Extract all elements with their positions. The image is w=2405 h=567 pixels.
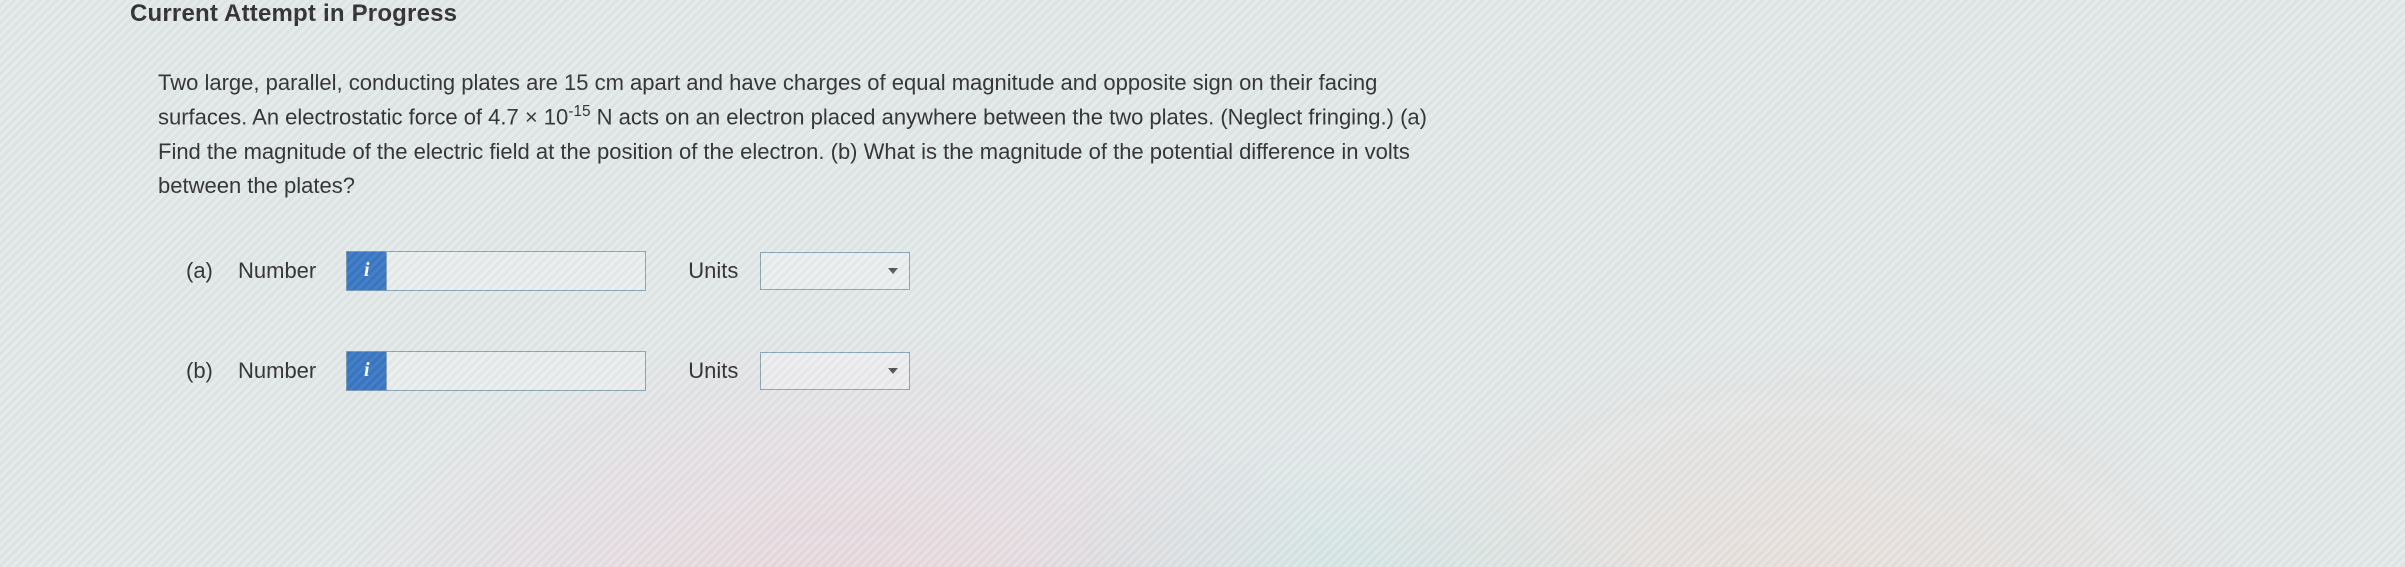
number-input-group-b: i <box>346 351 646 391</box>
answer-block: (a) Number i Units (b) Number i Units <box>158 251 1470 391</box>
attempt-status-heading: Current Attempt in Progress <box>0 0 2405 36</box>
units-select-b[interactable] <box>760 352 910 390</box>
units-select-a[interactable] <box>760 252 910 290</box>
answer-row-a: (a) Number i Units <box>186 251 1470 291</box>
answer-row-b: (b) Number i Units <box>186 351 1470 391</box>
part-label-b: (b) <box>186 358 238 384</box>
number-input-a[interactable] <box>386 251 646 291</box>
number-label-a: Number <box>238 258 316 284</box>
units-label-a: Units <box>688 258 738 284</box>
units-select-wrap-b <box>760 352 910 390</box>
part-label-a: (a) <box>186 258 238 284</box>
info-icon[interactable]: i <box>346 351 386 391</box>
number-input-group-a: i <box>346 251 646 291</box>
units-label-b: Units <box>688 358 738 384</box>
question-text: Two large, parallel, conducting plates a… <box>158 66 1470 203</box>
units-select-wrap-a <box>760 252 910 290</box>
info-icon[interactable]: i <box>346 251 386 291</box>
question-container: Two large, parallel, conducting plates a… <box>0 36 1560 491</box>
number-input-b[interactable] <box>386 351 646 391</box>
number-label-b: Number <box>238 358 316 384</box>
